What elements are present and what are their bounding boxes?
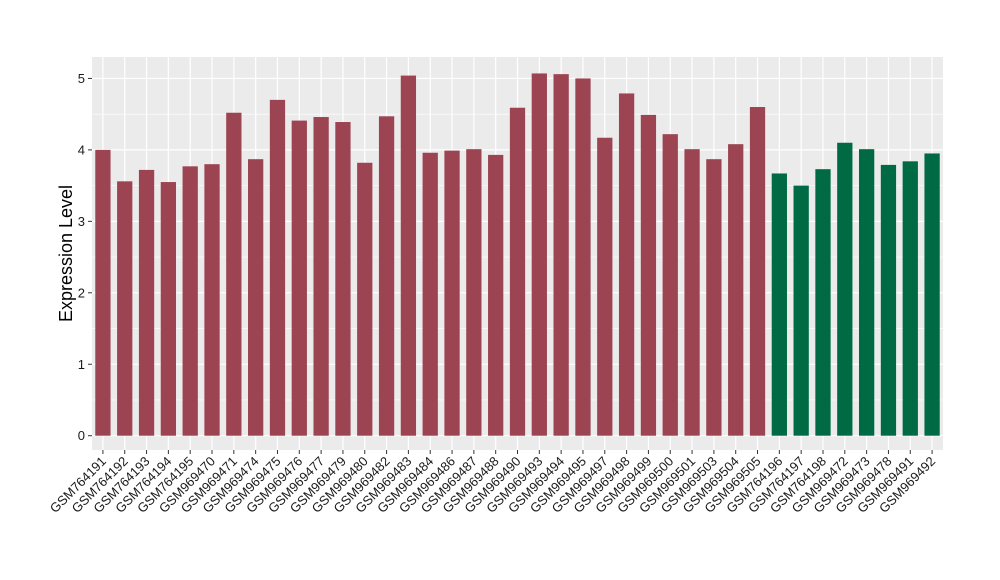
bar-GSM969495 bbox=[575, 78, 591, 436]
bar-GSM764196 bbox=[771, 173, 787, 436]
bar-GSM969503 bbox=[706, 159, 722, 436]
bar-GSM969493 bbox=[531, 73, 547, 436]
y-tick-label: 3 bbox=[78, 214, 85, 229]
bar-GSM969490 bbox=[509, 107, 526, 436]
bar-GSM969480 bbox=[357, 162, 373, 436]
bar-GSM969488 bbox=[488, 154, 504, 436]
y-tick-label: 1 bbox=[78, 357, 85, 372]
bar-GSM764191 bbox=[95, 149, 111, 436]
bar-GSM969500 bbox=[662, 134, 678, 436]
bar-GSM764192 bbox=[117, 181, 133, 436]
y-axis-title: Expression Level bbox=[56, 185, 76, 322]
bar-GSM969475 bbox=[269, 99, 286, 436]
bar-GSM969499 bbox=[640, 114, 657, 436]
bar-GSM969473 bbox=[858, 149, 875, 436]
y-axis: 0 1 2 3 4 5 bbox=[78, 71, 92, 443]
y-tick-label: 5 bbox=[78, 71, 85, 86]
y-tick-label: 4 bbox=[78, 142, 85, 157]
bar-GSM969484 bbox=[422, 152, 438, 436]
bar-GSM969470 bbox=[204, 164, 220, 436]
bar-GSM764194 bbox=[160, 182, 177, 436]
y-tick-label: 0 bbox=[78, 428, 85, 443]
bar-GSM969487 bbox=[466, 149, 482, 436]
bar-GSM969471 bbox=[226, 112, 242, 436]
bar-GSM969505 bbox=[749, 107, 766, 436]
bar-GSM969477 bbox=[313, 117, 329, 436]
bar-GSM969486 bbox=[444, 150, 460, 436]
bar-GSM764197 bbox=[793, 185, 809, 436]
bar-GSM969498 bbox=[618, 93, 635, 436]
x-axis: GSM764191GSM764192GSM764193GSM764194GSM7… bbox=[47, 450, 938, 516]
bar-GSM969474 bbox=[248, 159, 264, 436]
bar-GSM969504 bbox=[728, 144, 744, 436]
bar-GSM969483 bbox=[400, 75, 417, 436]
bar-GSM969494 bbox=[553, 74, 569, 436]
bar-GSM764193 bbox=[138, 169, 155, 436]
y-tick-label: 2 bbox=[78, 285, 85, 300]
bar-GSM969501 bbox=[684, 149, 700, 436]
bar-GSM969497 bbox=[597, 137, 613, 436]
bars bbox=[95, 73, 940, 436]
bar-GSM969482 bbox=[378, 116, 395, 436]
bar-GSM969472 bbox=[837, 142, 853, 436]
bar-GSM764195 bbox=[182, 166, 198, 436]
bar-GSM969476 bbox=[291, 120, 307, 436]
bar-GSM969478 bbox=[880, 164, 897, 436]
bar-GSM969479 bbox=[335, 122, 351, 436]
bar-GSM969492 bbox=[924, 153, 940, 436]
bar-GSM969491 bbox=[902, 161, 918, 436]
bar-GSM764198 bbox=[815, 169, 831, 436]
